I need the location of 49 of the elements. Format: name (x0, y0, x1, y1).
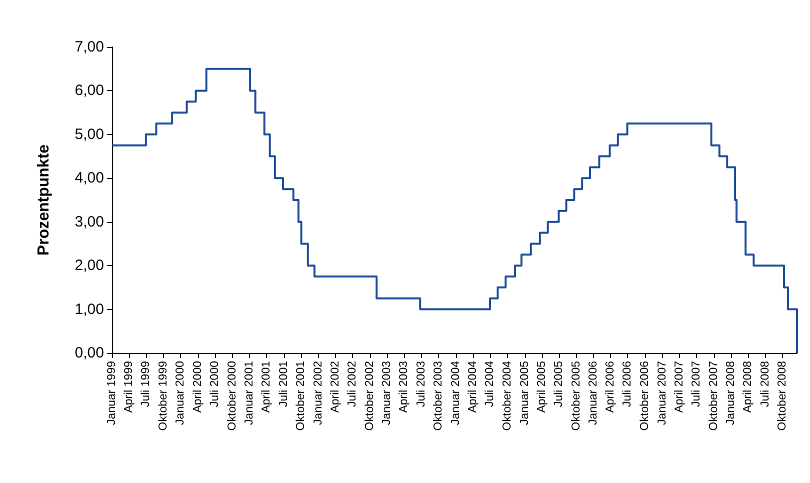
x-tick-label: Oktober 2008 (776, 361, 789, 431)
x-tick-label: April 2004 (467, 360, 480, 413)
y-tick-label: 5,00 (74, 126, 104, 143)
y-tick-label: 1,00 (74, 300, 104, 318)
y-tick-label: 0,00 (74, 344, 104, 362)
x-tick-label: April 1999 (122, 361, 135, 413)
x-tick-label: Juli 2002 (346, 361, 359, 408)
x-tick-label: April 2002 (329, 361, 342, 413)
x-tick-label: Oktober 2004 (502, 360, 514, 431)
y-tick-label: 3,00 (74, 213, 104, 230)
x-tick-label: Januar 2001 (244, 361, 256, 425)
x-tick-label: Juli 2007 (690, 361, 702, 408)
x-tick-label: Januar 2000 (174, 361, 187, 425)
y-tick-label: 2,00 (74, 257, 104, 274)
x-tick-label: Januar 2008 (725, 361, 738, 425)
x-tick-label: April 2005 (536, 361, 548, 413)
x-tick-label: Juli 2008 (759, 361, 772, 408)
x-tick-label: Januar 2004 (450, 360, 462, 425)
x-tick-label: April 2003 (398, 361, 410, 413)
x-tick-label: Juli 2004 (484, 360, 496, 408)
x-tick-label: April 2000 (192, 361, 204, 413)
x-tick-label: April 2006 (604, 361, 617, 413)
x-tick-label: Juli 2005 (552, 361, 565, 408)
x-tick-label: Oktober 2005 (570, 361, 582, 431)
y-axis-title: Prozentpunkte (36, 144, 52, 256)
y-tick-label: 6,00 (74, 82, 104, 100)
y-tick-label: 4,00 (74, 170, 104, 187)
x-tick-label: Oktober 1999 (157, 361, 170, 431)
x-tick-label: Januar 2002 (312, 361, 324, 425)
x-tick-label: April 2001 (260, 361, 273, 413)
x-tick-label: Oktober 2000 (226, 361, 238, 431)
x-tick-label: Januar 2007 (656, 361, 668, 425)
x-tick-label: Juli 2001 (278, 361, 290, 408)
x-tick-label: Oktober 2007 (708, 361, 720, 431)
x-tick-label: Oktober 2006 (639, 361, 652, 431)
x-tick-label: Oktober 2002 (364, 361, 376, 431)
x-tick-label: Januar 2006 (588, 361, 600, 425)
x-tick-label: Juli 1999 (140, 361, 152, 408)
x-tick-label: Juli 2006 (622, 361, 634, 408)
x-tick-label: Januar 1999 (106, 361, 118, 425)
x-tick-label: Juli 2003 (415, 361, 428, 408)
x-tick-label: April 2007 (673, 361, 686, 413)
x-tick-label: Januar 2003 (381, 361, 394, 425)
x-tick-label: Juli 2000 (209, 361, 222, 408)
x-tick-label: April 2008 (742, 361, 754, 413)
x-tick-label: Oktober 2001 (295, 361, 308, 431)
y-tick-label: 7,00 (74, 38, 104, 56)
x-tick-label: Januar 2005 (518, 361, 531, 425)
x-tick-label: Oktober 2003 (432, 361, 445, 431)
